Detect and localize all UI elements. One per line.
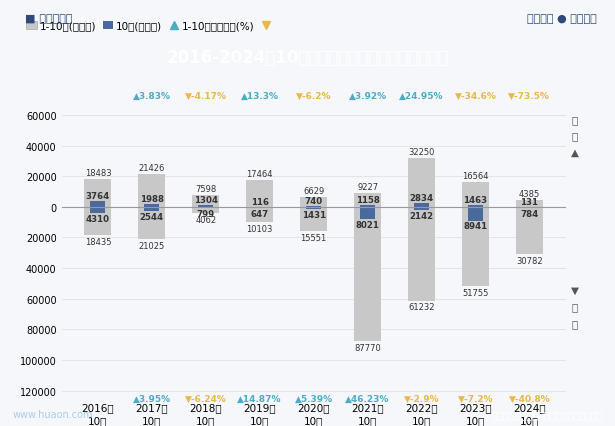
Bar	[408, 207, 435, 301]
Text: 18435: 18435	[85, 237, 111, 246]
Text: ▼-4.17%: ▼-4.17%	[184, 92, 227, 101]
Text: 2142: 2142	[410, 212, 434, 221]
Text: ▼-6.24%: ▼-6.24%	[185, 394, 227, 403]
Text: ▲46.23%: ▲46.23%	[346, 394, 390, 403]
Text: 21426: 21426	[138, 164, 165, 173]
Text: 出
口
▲: 出 口 ▲	[571, 115, 579, 158]
Text: 15551: 15551	[301, 233, 327, 242]
Text: 61232: 61232	[408, 303, 435, 312]
Bar	[300, 207, 327, 231]
Text: ▼-2.9%: ▼-2.9%	[403, 394, 439, 403]
Text: 784: 784	[520, 210, 539, 219]
Bar	[516, 201, 543, 207]
Bar	[462, 182, 489, 207]
Bar	[408, 158, 435, 207]
Bar	[516, 207, 543, 254]
Bar	[246, 207, 273, 223]
Text: 30782: 30782	[516, 256, 542, 265]
Bar	[462, 207, 489, 286]
Text: 2834: 2834	[410, 193, 434, 202]
Text: 6629: 6629	[303, 187, 324, 196]
Legend: 1-10月(万美元), 10月(万美元), 1-10月同比增速(%), : 1-10月(万美元), 10月(万美元), 1-10月同比增速(%),	[26, 21, 274, 32]
Text: 2544: 2544	[140, 212, 164, 221]
Text: 131: 131	[520, 197, 538, 206]
Text: ▼-73.5%: ▼-73.5%	[509, 92, 550, 101]
Bar	[360, 207, 375, 220]
Text: 10103: 10103	[247, 225, 273, 233]
Text: 1988: 1988	[140, 194, 164, 204]
Text: ▼-34.6%: ▼-34.6%	[454, 92, 496, 101]
Bar	[246, 181, 273, 207]
Text: ▲5.39%: ▲5.39%	[295, 394, 333, 403]
Bar	[414, 207, 429, 211]
Bar	[145, 204, 159, 207]
Text: 21025: 21025	[139, 242, 165, 250]
Text: 4310: 4310	[86, 215, 110, 224]
Bar	[252, 207, 267, 208]
Bar	[138, 175, 165, 207]
Text: 647: 647	[250, 209, 269, 218]
Bar	[199, 207, 213, 209]
Text: 116: 116	[251, 197, 269, 206]
Text: 8021: 8021	[355, 221, 379, 230]
Text: 8941: 8941	[463, 222, 488, 231]
Bar	[145, 207, 159, 211]
Text: ▼-7.2%: ▼-7.2%	[458, 394, 493, 403]
Bar	[522, 207, 537, 209]
Text: ▲13.3%: ▲13.3%	[240, 92, 279, 101]
Bar	[360, 206, 375, 207]
Text: 16564: 16564	[462, 171, 489, 180]
Text: 18483: 18483	[85, 168, 111, 177]
Text: 740: 740	[304, 196, 323, 205]
Bar	[199, 205, 213, 207]
Text: ▼-6.2%: ▼-6.2%	[296, 92, 331, 101]
Text: 数据来源：中国海关，华经产业研究院整理: 数据来源：中国海关，华经产业研究院整理	[491, 409, 603, 419]
Bar	[354, 207, 381, 342]
Bar	[306, 207, 321, 210]
Text: 1463: 1463	[463, 195, 488, 204]
Text: ▼-40.8%: ▼-40.8%	[509, 394, 550, 403]
Bar	[84, 207, 111, 236]
Bar	[300, 197, 327, 207]
Text: 32250: 32250	[408, 147, 435, 156]
Bar	[192, 196, 220, 207]
Text: 3764: 3764	[85, 192, 110, 201]
Text: 799: 799	[197, 210, 215, 219]
Bar	[414, 203, 429, 207]
Text: 1431: 1431	[301, 210, 326, 219]
Text: 17464: 17464	[247, 170, 273, 179]
Bar	[468, 207, 483, 221]
Bar	[138, 207, 165, 239]
Text: ▲3.83%: ▲3.83%	[133, 92, 171, 101]
Bar	[354, 193, 381, 207]
Text: 4062: 4062	[195, 216, 216, 225]
Bar	[84, 179, 111, 207]
Text: ▼
进
口: ▼ 进 口	[571, 285, 579, 328]
Text: 7598: 7598	[195, 185, 216, 194]
Text: 87770: 87770	[354, 343, 381, 352]
Text: ▲3.92%: ▲3.92%	[349, 92, 387, 101]
Text: 专业严谨 ● 客观科学: 专业严谨 ● 客观科学	[527, 14, 597, 24]
Text: 51755: 51755	[462, 288, 489, 297]
Text: ▲14.87%: ▲14.87%	[237, 394, 282, 403]
Bar	[192, 207, 220, 213]
Text: ▲3.95%: ▲3.95%	[133, 394, 171, 403]
Text: 9227: 9227	[357, 182, 378, 191]
Text: 4385: 4385	[519, 190, 540, 199]
Bar	[90, 201, 105, 207]
Text: ▲24.95%: ▲24.95%	[399, 92, 444, 101]
Text: 2016-2024年10月兰州新区综合保税区进、出口额: 2016-2024年10月兰州新区综合保税区进、出口额	[166, 49, 449, 66]
Text: 1304: 1304	[194, 196, 218, 204]
Bar	[306, 206, 321, 207]
Text: ■ 华经情报网: ■ 华经情报网	[25, 14, 72, 24]
Bar	[90, 207, 105, 214]
Text: 1158: 1158	[355, 196, 379, 205]
Text: www.huaon.com: www.huaon.com	[12, 409, 93, 419]
Bar	[468, 205, 483, 207]
